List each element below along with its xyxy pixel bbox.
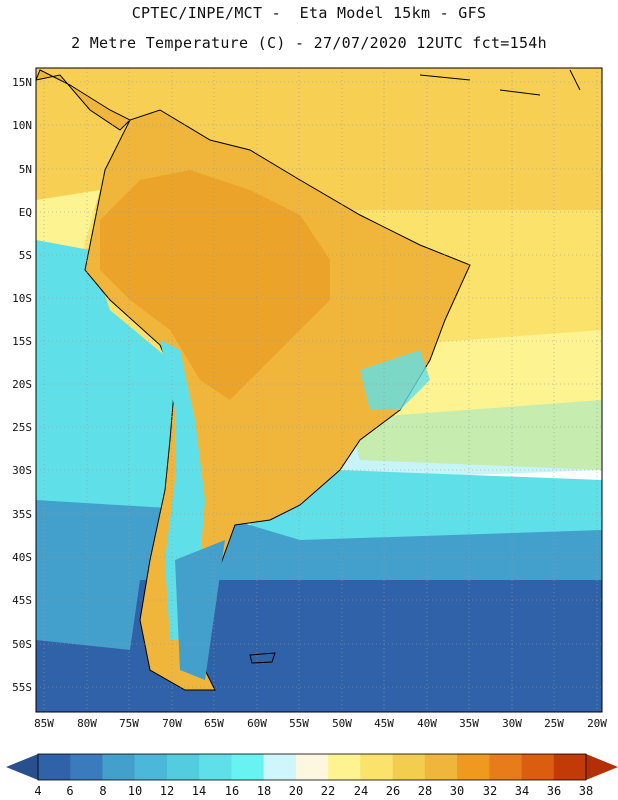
colorbar-cell (457, 754, 490, 780)
lon-label: 20W (587, 717, 607, 730)
colorbar-cell (199, 754, 232, 780)
colorbar-outline (37, 753, 587, 781)
lon-label: 65W (204, 717, 224, 730)
colorbar-label: 34 (515, 784, 529, 798)
lon-label: 55W (289, 717, 309, 730)
colorbar-over-arrow (586, 754, 618, 780)
map-subtitle: 2 Metre Temperature (C) - 27/07/2020 12U… (71, 34, 547, 52)
colorbar-cell (38, 754, 71, 780)
central-america-land (36, 69, 131, 131)
lat-label: 20S (12, 378, 32, 391)
lon-label: 85W (34, 717, 54, 730)
colorbar-label: 24 (354, 784, 368, 798)
colorbar (6, 753, 618, 781)
colorbar-cell (392, 754, 426, 780)
lon-label: 60W (247, 717, 267, 730)
lat-label: 25S (12, 421, 32, 434)
colorbar-cell (263, 754, 297, 780)
colorbar-label: 6 (66, 784, 73, 798)
lat-axis: 15N 10N 5N EQ 5S 10S 15S 20S 25S 30S 35S… (12, 76, 32, 694)
colorbar-label: 26 (386, 784, 400, 798)
colorbar-cells (38, 754, 587, 780)
lon-label: 40W (417, 717, 437, 730)
lat-label: 5S (19, 249, 32, 262)
colorbar-cell (521, 754, 555, 780)
lat-label: 35S (12, 508, 32, 521)
colorbar-cell (102, 754, 136, 780)
colorbar-cell (489, 754, 522, 780)
patagonia-cool (175, 540, 225, 680)
colorbar-cell (166, 754, 200, 780)
map-field (36, 68, 602, 712)
colorbar-label: 16 (225, 784, 239, 798)
colorbar-label: 32 (483, 784, 497, 798)
colorbar-under-arrow (6, 754, 38, 780)
colorbar-label: 4 (34, 784, 41, 798)
falkland-islands (249, 652, 276, 664)
colorbar-label: 28 (418, 784, 432, 798)
colorbar-label: 20 (289, 784, 303, 798)
colorbar-label: 18 (257, 784, 271, 798)
lon-label: 25W (544, 717, 564, 730)
colorbar-label: 38 (579, 784, 593, 798)
ocean-band-subtropic-light (330, 400, 602, 480)
lon-label: 30W (502, 717, 522, 730)
lat-label: 40S (12, 551, 32, 564)
lon-label: 70W (162, 717, 182, 730)
lat-label: 10S (12, 292, 32, 305)
colorbar-cell (295, 754, 329, 780)
lat-label: 45S (12, 594, 32, 607)
colorbar-cell (328, 754, 361, 780)
ocean-band-pacific-mid (36, 240, 200, 520)
lat-label: 30S (12, 464, 32, 477)
grid-lines (36, 68, 602, 712)
lat-label: 15N (12, 76, 32, 89)
lat-label: 55S (12, 681, 32, 694)
colorbar-label: 10 (128, 784, 142, 798)
lon-label: 45W (374, 717, 394, 730)
map-frame (35, 67, 603, 713)
lat-label: 10N (12, 119, 32, 132)
lat-label: 50S (12, 638, 32, 651)
map-title: CPTEC/INPE/MCT - Eta Model 15km - GFS (131, 4, 487, 22)
ocean-band-pacific-warm (36, 190, 100, 260)
colorbar-label: 12 (160, 784, 174, 798)
amazon-hot-region (100, 170, 330, 400)
colorbar-label: 14 (192, 784, 206, 798)
colorbar-cell (360, 754, 393, 780)
lat-label: EQ (19, 206, 32, 219)
southeast-brazil-cool (360, 350, 430, 410)
ocean-band-southwest (36, 560, 140, 650)
lon-label: 50W (332, 717, 352, 730)
lat-label: 5N (19, 163, 32, 176)
lat-label: 15S (12, 335, 32, 348)
colorbar-label: 36 (547, 784, 561, 798)
lon-label: 75W (119, 717, 139, 730)
colorbar-cell (553, 754, 587, 780)
caribbean-islands (419, 69, 581, 96)
lon-label: 80W (77, 717, 97, 730)
colorbar-cell (424, 754, 458, 780)
lon-axis: 85W 80W 75W 70W 65W 60W 55W 50W 45W 40W … (34, 717, 607, 730)
colorbar-cell (70, 754, 103, 780)
colorbar-label: 22 (321, 784, 335, 798)
colorbar-label: 30 (450, 784, 464, 798)
colorbar-labels: 4 6 8 10 12 14 16 18 20 22 24 26 28 30 3… (34, 784, 593, 798)
colorbar-cell (231, 754, 264, 780)
lon-label: 35W (459, 717, 479, 730)
colorbar-label: 8 (99, 784, 106, 798)
colorbar-cell (134, 754, 168, 780)
